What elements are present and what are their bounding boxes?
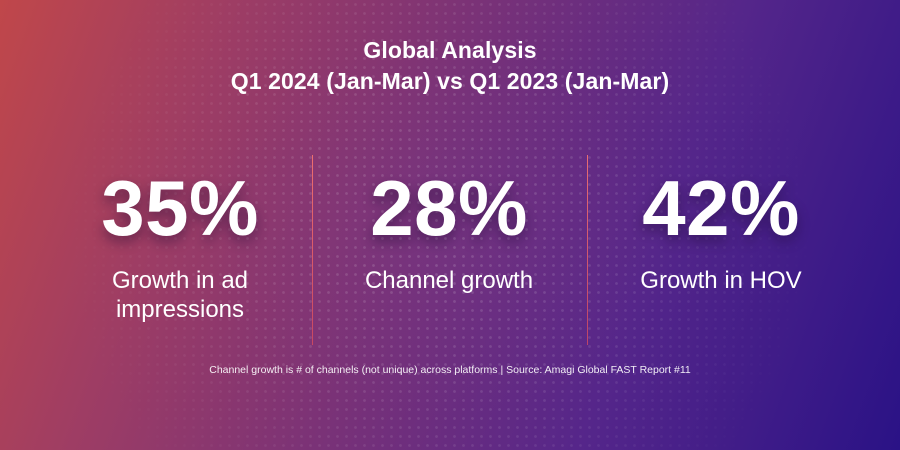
stat-value: 42% bbox=[642, 164, 800, 252]
stat-ad-impressions: 35% Growth in ad impressions bbox=[50, 168, 310, 324]
stat-value: 28% bbox=[370, 164, 528, 252]
source-footnote: Channel growth is # of channels (not uni… bbox=[209, 364, 691, 376]
divider bbox=[587, 155, 588, 345]
background-glow bbox=[200, 40, 680, 420]
divider bbox=[312, 155, 313, 345]
stat-label: Growth in HOV bbox=[640, 267, 802, 294]
stat-value: 35% bbox=[101, 164, 259, 252]
page-title: Global Analysis Q1 2024 (Jan-Mar) vs Q1 … bbox=[0, 35, 900, 97]
title-line-1: Global Analysis bbox=[363, 37, 537, 63]
stat-label: Growth in ad impressions bbox=[111, 267, 249, 323]
title-line-2: Q1 2024 (Jan-Mar) vs Q1 2023 (Jan-Mar) bbox=[230, 68, 670, 94]
stat-label: Channel growth bbox=[364, 267, 534, 294]
stat-channel-growth: 28% Channel growth bbox=[318, 168, 580, 295]
stat-hov-growth: 42% Growth in HOV bbox=[590, 168, 852, 295]
